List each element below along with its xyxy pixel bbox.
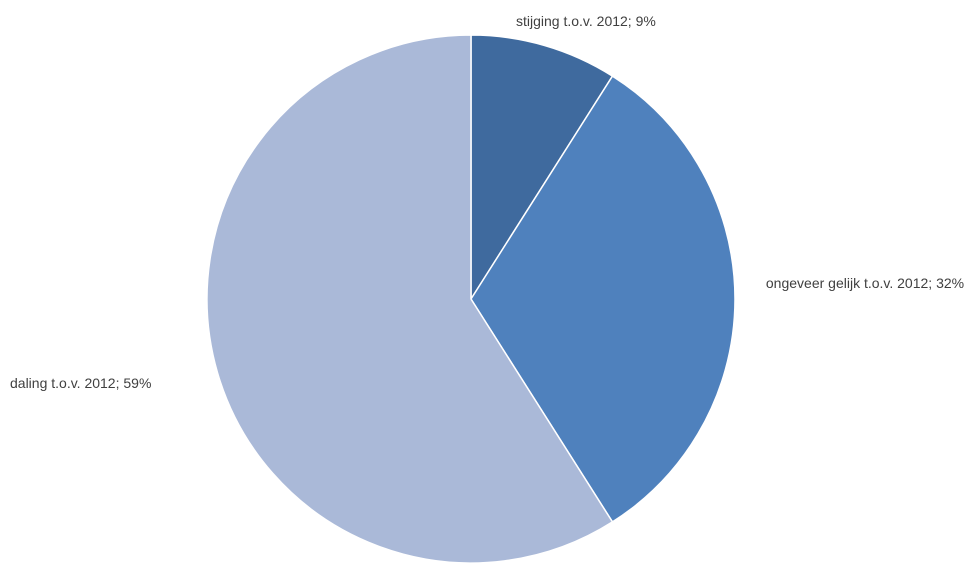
pie-slice-ongeveer	[470, 75, 736, 523]
data-label-daling: daling t.o.v. 2012; 59%	[10, 375, 152, 391]
pie-slice-stijging	[470, 34, 614, 302]
data-label-stijging: stijging t.o.v. 2012; 9%	[516, 13, 656, 29]
data-label-ongeveer-gelijk: ongeveer gelijk t.o.v. 2012; 32%	[765, 275, 965, 291]
